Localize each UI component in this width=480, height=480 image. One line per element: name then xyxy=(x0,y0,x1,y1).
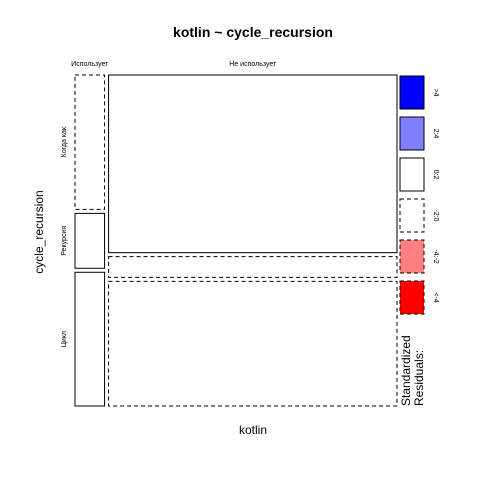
y-axis-label: cycle_recursion xyxy=(32,190,46,273)
legend-title-line-1: Residuals: xyxy=(412,350,426,406)
y-category-label-0: Когда как xyxy=(61,126,68,157)
mosaic-cell-1-0 xyxy=(108,74,398,254)
y-category-labels: Когда как Рекурсия Цикл xyxy=(61,126,68,347)
legend-swatch-5 xyxy=(399,280,425,315)
x-category-labels: Использует Не использует xyxy=(71,61,277,68)
legend-label-0: >4 xyxy=(432,89,439,97)
x-axis-label: kotlin xyxy=(239,423,267,437)
mosaic-cells xyxy=(74,74,398,407)
y-category-label-2: Цикл xyxy=(61,331,68,347)
legend-label-2: 0:2 xyxy=(432,170,439,180)
mosaic-cell-1-1 xyxy=(108,256,398,278)
mosaic-cell-1-2 xyxy=(108,280,398,407)
x-category-label-1: Не использует xyxy=(229,61,277,68)
legend-label-3: -2:0 xyxy=(432,209,439,221)
legend-label-5: <-4 xyxy=(432,292,439,302)
legend-swatch-1 xyxy=(399,116,425,151)
chart-title: kotlin ~ cycle_recursion xyxy=(173,24,333,40)
legend-title-line-0: Standardized xyxy=(399,335,413,406)
mosaic-cell-0-2 xyxy=(74,271,106,407)
legend-label-4: -4:-2 xyxy=(432,249,439,264)
legend-swatch-0 xyxy=(399,75,425,110)
legend-swatch-2 xyxy=(399,157,425,192)
legend-swatch-3 xyxy=(399,198,425,233)
legend-swatch-4 xyxy=(399,239,425,274)
residual-legend: >4 2:4 0:2 -2:0 -4:-2 <-4 Standardized Residual… xyxy=(399,75,439,406)
mosaic-cell-0-0 xyxy=(74,74,106,210)
x-category-label-0: Использует xyxy=(71,61,109,68)
mosaic-cell-0-1 xyxy=(74,212,106,269)
legend-label-1: 2:4 xyxy=(432,129,439,139)
y-category-label-1: Рекурсия xyxy=(61,226,68,256)
